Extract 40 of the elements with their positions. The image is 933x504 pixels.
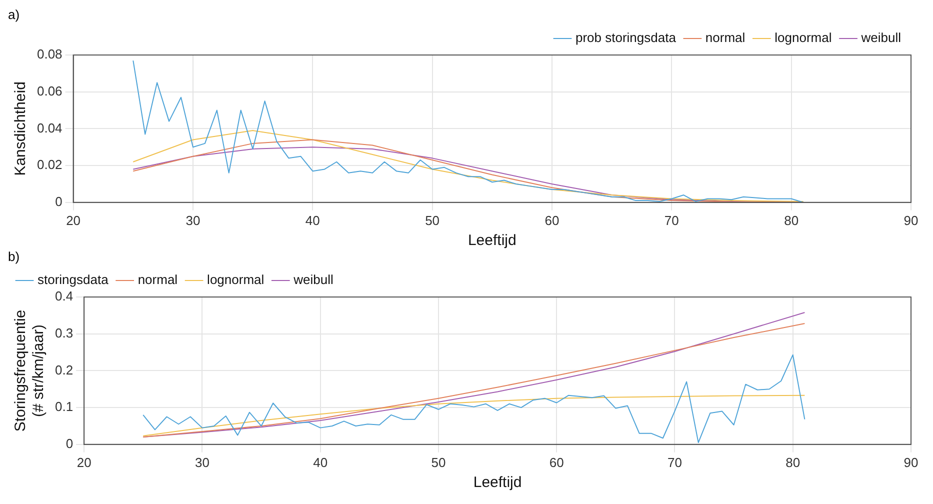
y-tick-label: 0 <box>66 436 74 451</box>
x-tick-label: 60 <box>544 212 560 228</box>
x-tick-label: 40 <box>305 212 320 228</box>
legend-label: storingsdata <box>38 272 110 288</box>
x-tick-label: 90 <box>904 212 918 228</box>
legend-label: lognormal <box>207 272 264 288</box>
x-tick-label: 50 <box>431 454 446 470</box>
text: b) <box>8 249 21 264</box>
legend-label: lognormal <box>774 30 832 46</box>
x-tick-label: 30 <box>194 454 210 470</box>
text: a) <box>8 7 21 22</box>
y-tick-label: 0.1 <box>54 399 74 414</box>
y-tick-label: 0 <box>55 194 62 209</box>
legend-label: normal <box>138 272 178 288</box>
x-tick-label: 20 <box>76 454 92 470</box>
x-tick-label: 20 <box>66 212 81 228</box>
legend-label: prob storingsdata <box>575 30 677 46</box>
x-tick-label: 80 <box>784 212 799 228</box>
y-tick-label: 0.3 <box>54 325 74 340</box>
x-tick-label: 30 <box>186 212 200 228</box>
x-tick-label: 40 <box>313 454 328 470</box>
y-tick-label: 0.02 <box>36 157 62 172</box>
x-tick-label: 90 <box>904 454 918 470</box>
legend-label: weibull <box>860 30 902 46</box>
y-axis-title: Kansdichtheid <box>12 82 30 176</box>
y-tick-label: 0.4 <box>54 288 74 304</box>
x-axis-title: Leeftijd <box>468 232 516 250</box>
legend-label: normal <box>705 30 746 46</box>
x-tick-label: 70 <box>668 454 682 470</box>
x-tick-label: 70 <box>664 212 679 228</box>
y-axis-title: Storingsfrequentie (# str/km/jaar) <box>12 310 48 432</box>
legend-label: weibull <box>292 272 334 288</box>
y-tick-label: 0.08 <box>36 46 62 62</box>
x-tick-label: 80 <box>786 454 800 470</box>
y-tick-label: 0.04 <box>36 120 62 136</box>
x-tick-label: 50 <box>425 212 440 228</box>
x-tick-label: 60 <box>549 454 564 470</box>
x-axis-title: Leeftijd <box>473 474 522 492</box>
y-tick-label: 0.06 <box>36 83 62 98</box>
y-tick-label: 0.2 <box>54 362 74 378</box>
